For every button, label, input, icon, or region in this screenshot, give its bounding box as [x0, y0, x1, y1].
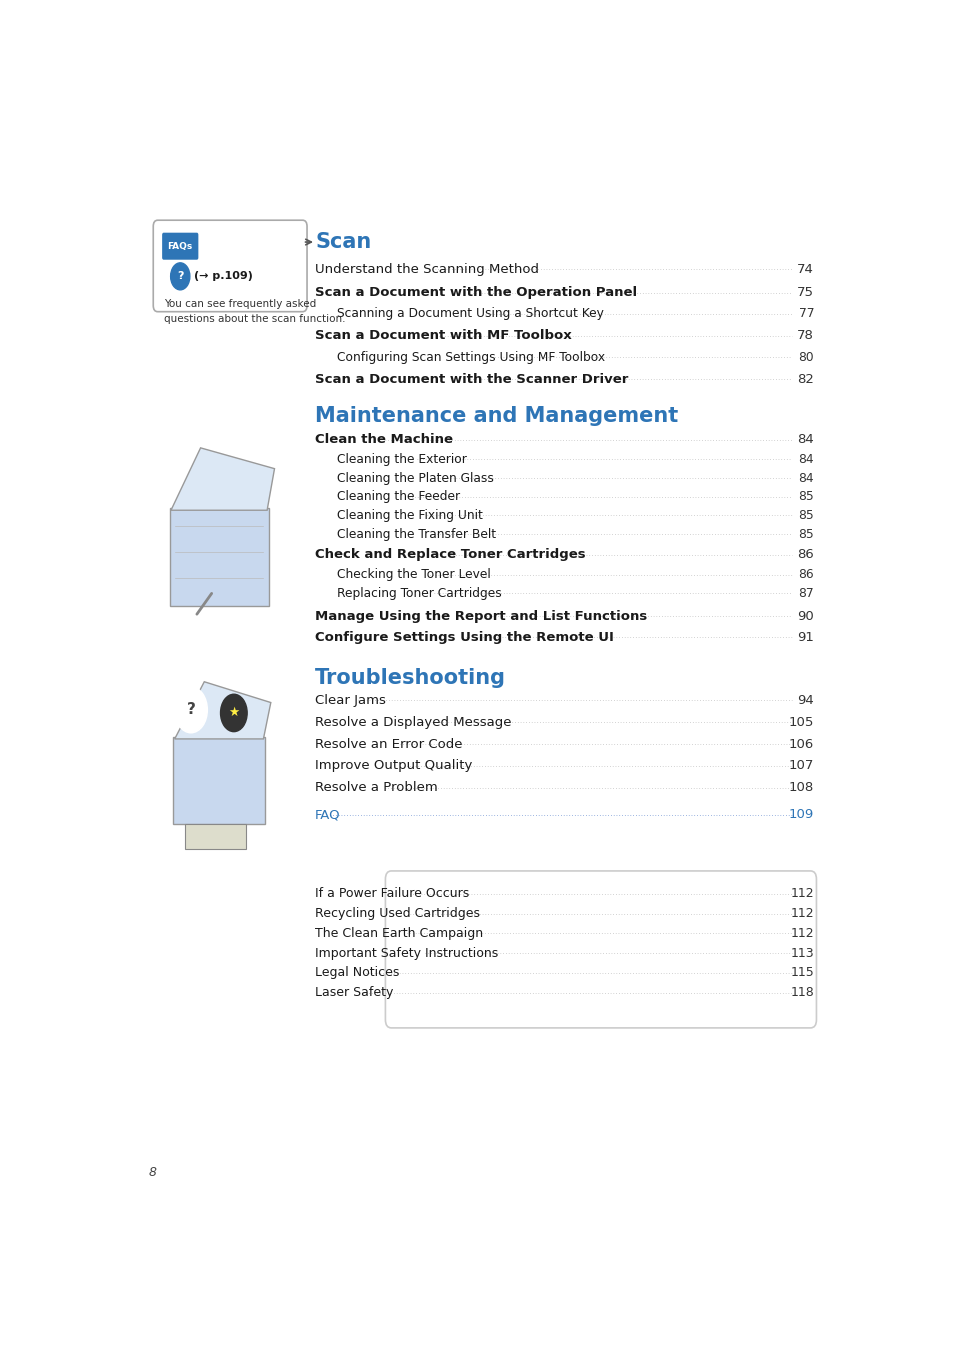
Circle shape [174, 687, 207, 733]
FancyBboxPatch shape [170, 508, 269, 606]
Text: 113: 113 [790, 946, 813, 960]
Text: Understand the Scanning Method: Understand the Scanning Method [314, 262, 538, 275]
Text: FAQ: FAQ [314, 809, 340, 821]
Text: ?: ? [187, 702, 195, 717]
Text: You can see frequently asked
questions about the scan function.: You can see frequently asked questions a… [164, 300, 345, 324]
Text: 80: 80 [798, 351, 813, 364]
Text: 105: 105 [788, 716, 813, 729]
Text: Resolve a Displayed Message: Resolve a Displayed Message [314, 716, 511, 729]
Text: Configuring Scan Settings Using MF Toolbox: Configuring Scan Settings Using MF Toolb… [337, 351, 605, 364]
Text: Legal Notices: Legal Notices [314, 967, 399, 979]
Text: 115: 115 [790, 967, 813, 979]
Text: Check and Replace Toner Cartridges: Check and Replace Toner Cartridges [314, 548, 585, 562]
Text: Scan a Document with MF Toolbox: Scan a Document with MF Toolbox [314, 329, 572, 342]
Text: 78: 78 [797, 329, 813, 342]
Polygon shape [171, 448, 274, 510]
Text: Cleaning the Feeder: Cleaning the Feeder [337, 490, 460, 504]
Text: Resolve an Error Code: Resolve an Error Code [314, 737, 462, 751]
Text: 84: 84 [798, 471, 813, 485]
Text: Clean the Machine: Clean the Machine [314, 433, 453, 446]
Text: ★: ★ [228, 706, 239, 720]
Text: 112: 112 [790, 907, 813, 921]
Text: Important Safety Instructions: Important Safety Instructions [314, 946, 497, 960]
FancyBboxPatch shape [173, 737, 265, 824]
Text: 85: 85 [798, 490, 813, 504]
Text: Scan a Document with the Operation Panel: Scan a Document with the Operation Panel [314, 286, 637, 300]
Text: 107: 107 [788, 760, 813, 772]
Text: Checking the Toner Level: Checking the Toner Level [337, 568, 491, 582]
Text: 77: 77 [798, 308, 813, 320]
Text: The Clean Earth Campaign: The Clean Earth Campaign [314, 927, 483, 940]
Text: Cleaning the Platen Glass: Cleaning the Platen Glass [337, 471, 494, 485]
FancyBboxPatch shape [385, 871, 816, 1027]
Text: Scanning a Document Using a Shortcut Key: Scanning a Document Using a Shortcut Key [337, 308, 603, 320]
Text: Manage Using the Report and List Functions: Manage Using the Report and List Functio… [314, 610, 647, 622]
Text: 82: 82 [797, 373, 813, 386]
Text: 91: 91 [797, 630, 813, 644]
Text: Scan: Scan [314, 232, 371, 252]
Text: Cleaning the Transfer Belt: Cleaning the Transfer Belt [337, 528, 496, 540]
Text: 86: 86 [797, 548, 813, 562]
Text: Troubleshooting: Troubleshooting [314, 668, 506, 687]
Text: 112: 112 [790, 887, 813, 900]
Text: 87: 87 [798, 587, 813, 599]
FancyBboxPatch shape [185, 824, 246, 849]
Text: Scan a Document with the Scanner Driver: Scan a Document with the Scanner Driver [314, 373, 628, 386]
Text: 85: 85 [798, 509, 813, 522]
Text: 118: 118 [790, 986, 813, 999]
Text: FAQs: FAQs [168, 242, 193, 251]
Text: 86: 86 [798, 568, 813, 582]
Text: 94: 94 [797, 694, 813, 707]
Text: If a Power Failure Occurs: If a Power Failure Occurs [314, 887, 469, 900]
Text: 112: 112 [790, 927, 813, 940]
Text: Clear Jams: Clear Jams [314, 694, 386, 707]
Text: 90: 90 [797, 610, 813, 622]
Circle shape [220, 694, 247, 732]
Text: Cleaning the Exterior: Cleaning the Exterior [337, 452, 467, 466]
Text: 74: 74 [797, 262, 813, 275]
FancyBboxPatch shape [162, 232, 198, 259]
Text: Recycling Used Cartridges: Recycling Used Cartridges [314, 907, 479, 921]
FancyBboxPatch shape [153, 220, 307, 312]
Text: Resolve a Problem: Resolve a Problem [314, 782, 437, 794]
Text: Maintenance and Management: Maintenance and Management [314, 405, 678, 425]
Text: Improve Output Quality: Improve Output Quality [314, 760, 472, 772]
Text: Replacing Toner Cartridges: Replacing Toner Cartridges [337, 587, 501, 599]
Text: 85: 85 [798, 528, 813, 540]
Text: Laser Safety: Laser Safety [314, 986, 394, 999]
Text: 84: 84 [798, 452, 813, 466]
Text: ?: ? [177, 271, 183, 281]
Text: 108: 108 [788, 782, 813, 794]
Text: 84: 84 [797, 433, 813, 446]
Text: 106: 106 [788, 737, 813, 751]
Text: Configure Settings Using the Remote UI: Configure Settings Using the Remote UI [314, 630, 614, 644]
Text: 8: 8 [149, 1166, 156, 1179]
Polygon shape [174, 682, 271, 738]
Text: 109: 109 [788, 809, 813, 821]
Text: 75: 75 [797, 286, 813, 300]
Circle shape [171, 263, 190, 290]
Text: Cleaning the Fixing Unit: Cleaning the Fixing Unit [337, 509, 483, 522]
Text: (→ p.109): (→ p.109) [193, 271, 253, 281]
